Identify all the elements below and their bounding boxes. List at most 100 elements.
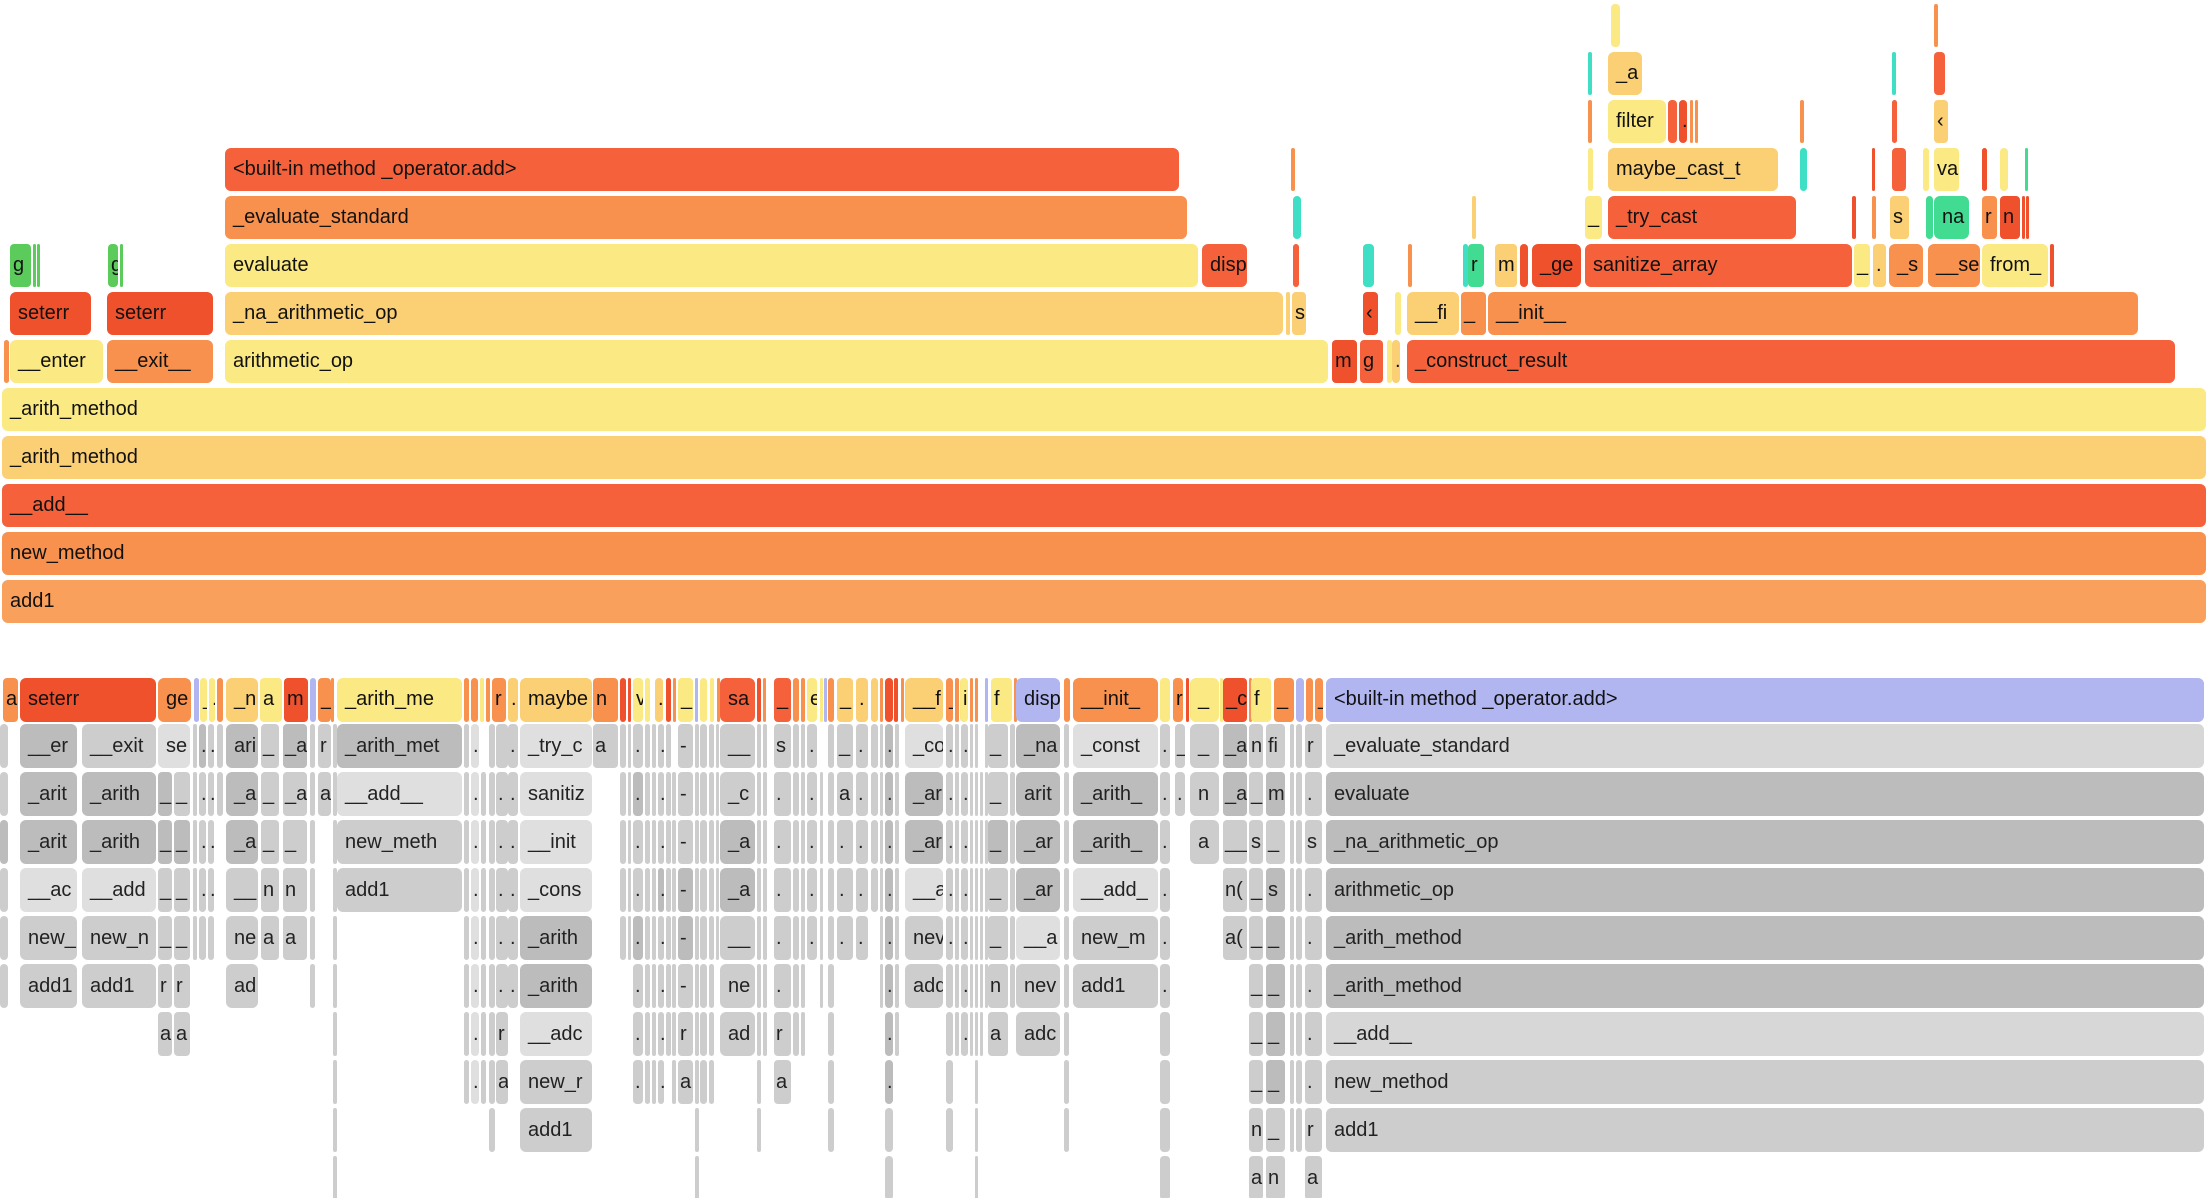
caller-frame[interactable] [985,820,988,864]
caller-frame-[interactable]: . [1160,772,1170,816]
caller-frame[interactable] [757,916,761,960]
caller-frame-[interactable]: . [946,724,953,768]
caller-frame-[interactable]: . [946,820,953,864]
selected-frame[interactable] [710,678,714,722]
caller-frame-_evaluate_standard[interactable]: _evaluate_standard [1326,724,2204,768]
selected-frame-m[interactable]: m [284,678,308,722]
caller-frame[interactable] [801,916,805,960]
frame[interactable] [1293,196,1301,239]
caller-frame[interactable] [946,1060,953,1104]
caller-frame[interactable] [895,724,899,768]
caller-frame[interactable] [757,1108,761,1152]
caller-frame-_[interactable]: _ [174,820,190,864]
caller-frame-__[interactable]: __ [1223,820,1247,864]
selected-frame-_[interactable]: _ [1190,678,1219,722]
caller-frame-new_meth[interactable]: new_meth [337,820,462,864]
frame-_[interactable]: _ [1461,292,1486,335]
caller-frame-arit[interactable]: arit [1016,772,1060,816]
caller-frame-[interactable]: . [658,1012,664,1056]
caller-frame[interactable] [628,868,631,912]
frame-r[interactable]: r [1468,244,1484,287]
caller-frame[interactable] [709,916,714,960]
caller-frame-__er[interactable]: __er [20,724,77,768]
caller-frame[interactable] [310,772,315,816]
caller-frame-__init[interactable]: __init [520,820,592,864]
caller-frame-[interactable]: . [633,724,643,768]
caller-frame-[interactable]: . [508,820,518,864]
caller-frame-[interactable]: . [1305,964,1322,1008]
caller-frame[interactable] [828,1108,834,1152]
frame-__add__[interactable]: __add__ [2,484,2206,527]
caller-frame[interactable] [1290,724,1294,768]
caller-frame[interactable] [895,772,899,816]
frame-[interactable]: ‹ [1934,100,1948,143]
caller-frame-[interactable]: . [471,724,479,768]
selected-frame[interactable] [975,678,978,722]
caller-frame-__[interactable]: __ [720,916,755,960]
caller-frame-[interactable]: . [1160,868,1170,912]
caller-frame-_arith[interactable]: _arith [520,964,592,1008]
caller-frame[interactable] [0,868,8,912]
frame[interactable] [1872,196,1876,239]
frame[interactable] [1588,100,1592,143]
caller-frame[interactable] [481,1012,486,1056]
frame[interactable] [1892,100,1897,143]
caller-frame-[interactable]: . [496,916,508,960]
caller-frame-_[interactable]: _ [1249,772,1263,816]
caller-frame[interactable] [716,820,719,864]
caller-frame-_[interactable]: _ [988,724,1008,768]
selected-frame-maybe[interactable]: maybe [520,678,592,722]
caller-frame[interactable] [763,1012,767,1056]
caller-frame[interactable] [464,1012,469,1056]
selected-frame[interactable] [700,678,707,722]
caller-frame-_c[interactable]: _c [720,772,755,816]
frame[interactable] [1293,244,1299,287]
caller-frame-new_n[interactable]: new_n [82,916,156,960]
caller-frame[interactable] [828,868,834,912]
caller-frame-[interactable]: . [471,964,479,1008]
frame-g[interactable]: g [10,244,31,287]
caller-frame[interactable] [193,772,197,816]
caller-frame-[interactable]: . [885,916,893,960]
selected-frame[interactable] [194,678,199,722]
caller-frame[interactable] [709,724,714,768]
selected-frame-_[interactable]: _ [1274,678,1294,722]
frame-_construct_result[interactable]: _construct_result [1407,340,2175,383]
caller-frame[interactable] [333,820,337,864]
caller-frame-[interactable]: . [1160,916,1170,960]
selected-frame[interactable] [901,678,904,722]
selected-frame-i[interactable]: i [960,678,968,722]
caller-frame[interactable] [672,1012,676,1056]
caller-frame-[interactable]: . [1305,772,1322,816]
caller-frame[interactable] [880,964,883,1008]
caller-frame[interactable] [672,916,676,960]
selected-frame[interactable] [894,678,898,722]
frame[interactable] [1463,244,1468,287]
frame[interactable] [33,244,36,287]
caller-frame-[interactable]: . [633,1012,643,1056]
caller-frame[interactable] [793,820,799,864]
caller-frame-a[interactable]: a [158,1012,172,1056]
caller-frame[interactable] [1160,1108,1170,1152]
caller-frame-[interactable]: . [961,964,968,1008]
caller-frame[interactable] [1290,1108,1294,1152]
caller-frame-[interactable]: . [633,916,643,960]
caller-frame[interactable] [828,772,834,816]
caller-frame-_[interactable]: _ [158,916,172,960]
caller-frame[interactable] [0,724,8,768]
frame-evaluate[interactable]: evaluate [225,244,1198,287]
frame-seterr[interactable]: seterr [10,292,91,335]
caller-frame[interactable] [763,772,767,816]
caller-frame[interactable] [709,1012,714,1056]
caller-frame-n[interactable]: n [988,964,1008,1008]
selected-frame[interactable] [1160,678,1170,722]
caller-frame-n[interactable]: n [1249,724,1263,768]
caller-frame[interactable] [700,1012,707,1056]
caller-frame[interactable] [828,820,834,864]
caller-frame-new_method[interactable]: new_method [1326,1060,2204,1104]
caller-frame[interactable] [975,964,978,1008]
caller-frame-[interactable]: . [807,772,817,816]
selected-frame-__f[interactable]: __f [905,678,943,722]
caller-frame-[interactable]: . [856,772,868,816]
caller-frame-r[interactable]: r [174,964,190,1008]
